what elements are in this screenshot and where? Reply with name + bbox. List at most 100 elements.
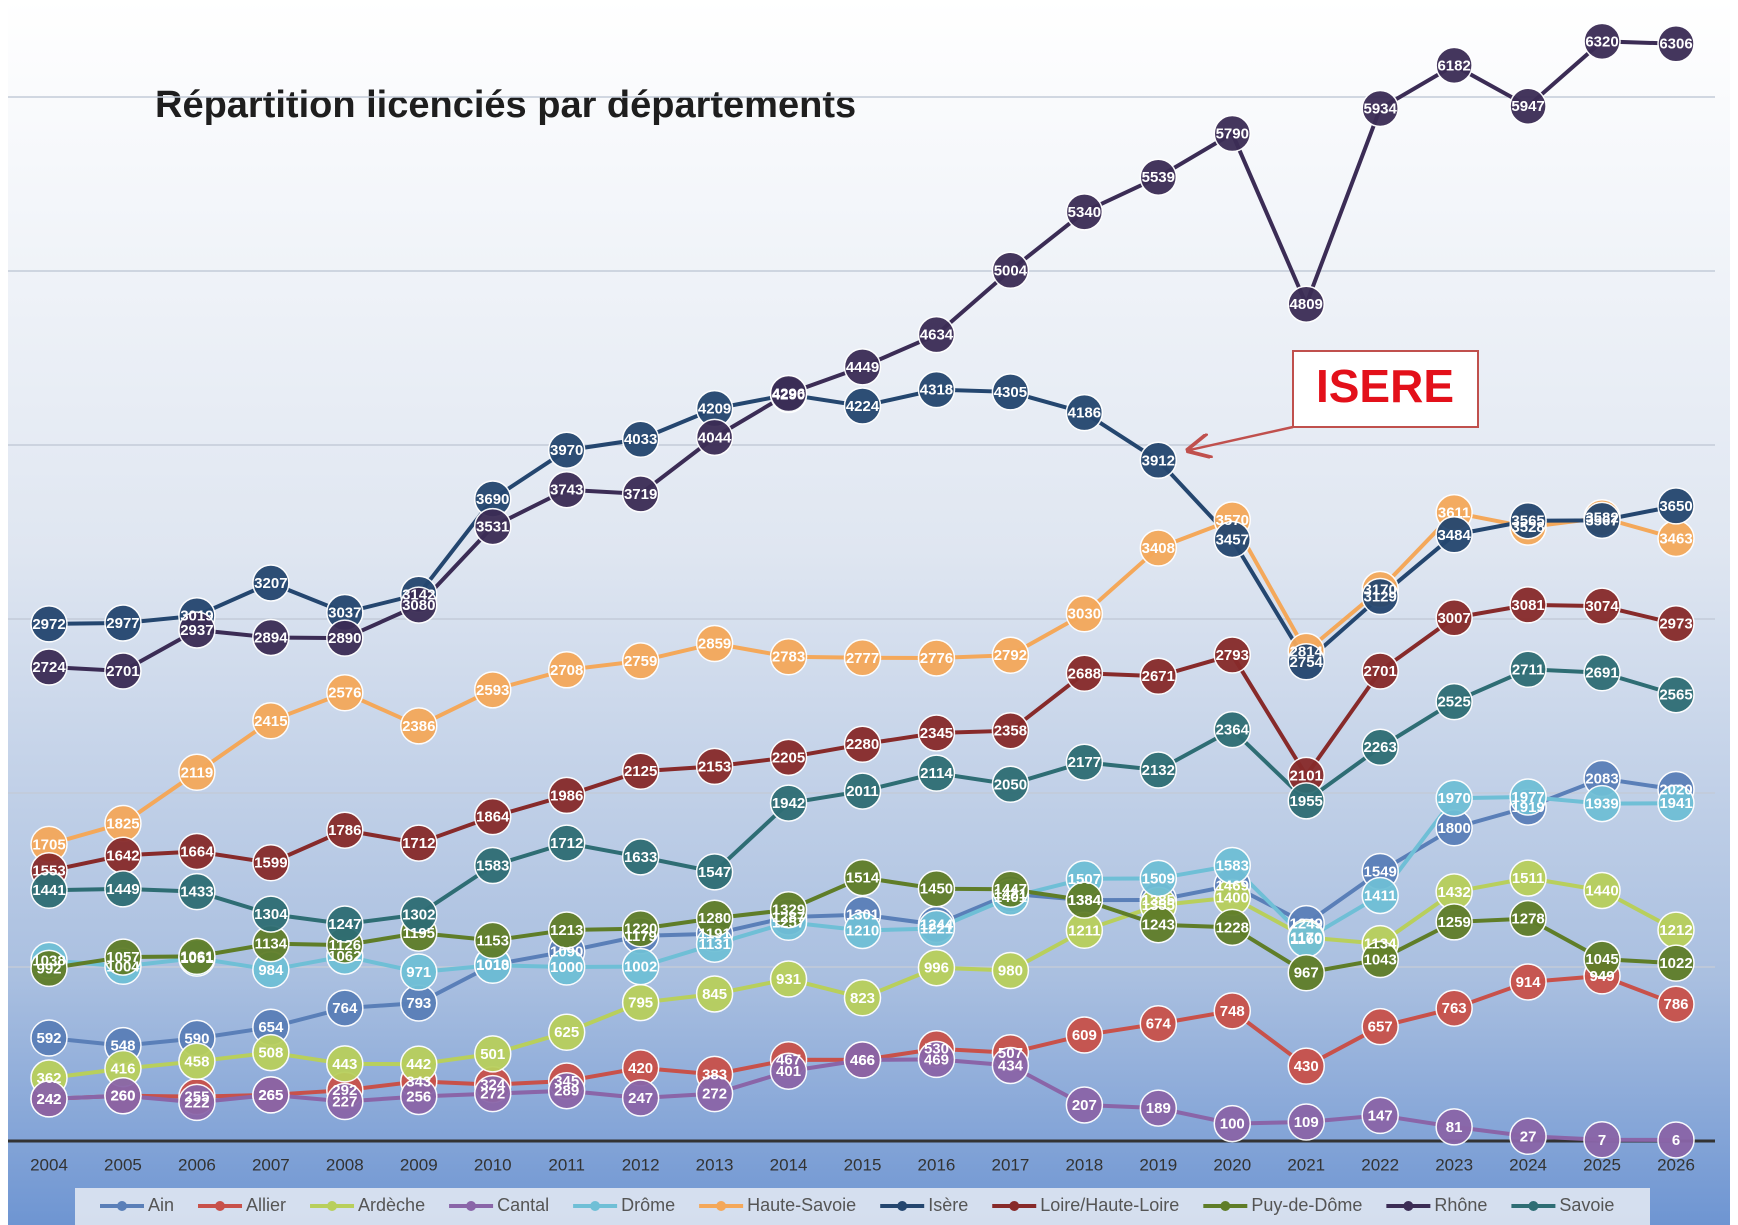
data-point (400, 824, 438, 862)
data-label: 763 (1442, 1000, 1467, 1017)
data-label: 4186 (1068, 405, 1101, 422)
data-label: 256 (406, 1088, 431, 1105)
data-point (1139, 529, 1178, 567)
data-label: 1421 (994, 886, 1027, 903)
data-label: 3142 (402, 586, 435, 603)
data-label: 1400 (1216, 889, 1249, 906)
data-label: 2890 (328, 630, 361, 647)
data-label: 3030 (1068, 606, 1101, 623)
data-point (1287, 285, 1325, 323)
data-point (843, 639, 882, 677)
chart-title: Répartition licenciés par départements (155, 84, 856, 126)
x-tick-label: 2026 (1657, 1155, 1695, 1174)
data-label: 1051 (180, 950, 213, 967)
data-point (621, 909, 660, 948)
legend-item: Isère (880, 1195, 968, 1215)
data-label: 3408 (1142, 540, 1175, 557)
data-label: 845 (702, 986, 727, 1003)
data-point (917, 714, 956, 752)
data-label: 1384 (1068, 892, 1102, 909)
data-point (843, 725, 882, 764)
data-point (843, 979, 882, 1017)
annotation-arrow (1188, 425, 1294, 450)
data-point (178, 937, 216, 976)
data-label: 592 (36, 1030, 61, 1047)
x-tick-label: 2004 (30, 1155, 68, 1174)
data-label: 5947 (1511, 98, 1544, 115)
data-label: 272 (480, 1086, 505, 1103)
data-point (1287, 1103, 1325, 1141)
data-label: 255 (184, 1089, 209, 1106)
legend-item: Cantal (449, 1195, 549, 1215)
data-point (547, 470, 586, 509)
data-point (326, 619, 364, 657)
data-point (252, 895, 290, 933)
data-point (30, 648, 68, 686)
data-point (621, 420, 660, 459)
data-label: 1977 (1511, 789, 1544, 806)
data-label: 420 (628, 1060, 653, 1077)
data-label: 1057 (106, 949, 139, 966)
data-label: 1547 (698, 864, 731, 881)
data-point (1213, 710, 1252, 749)
data-label: 971 (406, 964, 431, 981)
data-point (695, 747, 734, 786)
data-point (1139, 441, 1178, 480)
data-point (1583, 22, 1621, 61)
legend-marker (327, 1201, 338, 1211)
data-label: 109 (1294, 1114, 1319, 1131)
data-point (1361, 940, 1399, 979)
data-label: 1469 (1216, 877, 1249, 894)
data-label: 1002 (624, 959, 657, 976)
data-point (1509, 963, 1547, 1001)
data-point (917, 639, 956, 677)
data-label: 1244 (920, 917, 954, 934)
data-label: 2083 (1585, 771, 1618, 788)
data-label: 654 (258, 1019, 284, 1036)
data-point (30, 949, 68, 988)
x-tick-label: 2009 (400, 1155, 438, 1174)
data-point (252, 1076, 290, 1114)
data-label: 1450 (920, 881, 953, 898)
data-label: 2973 (1659, 616, 1692, 633)
data-label: 3463 (1659, 530, 1692, 547)
data-label: 1955 (1290, 793, 1323, 810)
data-label: 1134 (1364, 936, 1397, 953)
data-point (1435, 516, 1473, 554)
data-label: 1004 (106, 958, 140, 975)
data-point (178, 1042, 216, 1081)
data-label: 1179 (624, 928, 657, 945)
data-point (843, 772, 882, 810)
data-label: 949 (1590, 968, 1615, 985)
data-label: 1247 (328, 916, 361, 933)
data-point (1657, 1121, 1695, 1159)
data-point (1065, 393, 1104, 432)
data-label: 2593 (476, 682, 509, 699)
data-point (400, 953, 438, 991)
data-label: 3611 (1438, 505, 1471, 522)
data-point (1435, 46, 1473, 85)
data-label: 1514 (846, 870, 880, 887)
data-label: 1440 (1585, 882, 1618, 899)
data-label: 1384 (1068, 892, 1102, 909)
legend-label: Drôme (621, 1195, 675, 1215)
data-point (1213, 1104, 1252, 1143)
data-label: 7 (1598, 1132, 1606, 1149)
x-tick-label: 2008 (326, 1155, 364, 1174)
data-point (473, 1035, 512, 1073)
x-tick-label: 2011 (548, 1155, 585, 1174)
data-point (1361, 728, 1399, 766)
data-label: 1153 (476, 932, 509, 949)
data-label: 3570 (1216, 512, 1249, 529)
data-label: 1511 (1512, 870, 1545, 887)
data-label: 4044 (698, 429, 732, 446)
data-point (1509, 1117, 1547, 1156)
data-point (1139, 657, 1178, 695)
data-label: 2783 (772, 649, 805, 666)
data-label: 2020 (1659, 781, 1692, 798)
data-label: 914 (1516, 974, 1542, 991)
data-point (1435, 903, 1473, 941)
data-point (1583, 1121, 1621, 1159)
data-point (104, 1077, 142, 1115)
data-label: 242 (36, 1091, 61, 1108)
